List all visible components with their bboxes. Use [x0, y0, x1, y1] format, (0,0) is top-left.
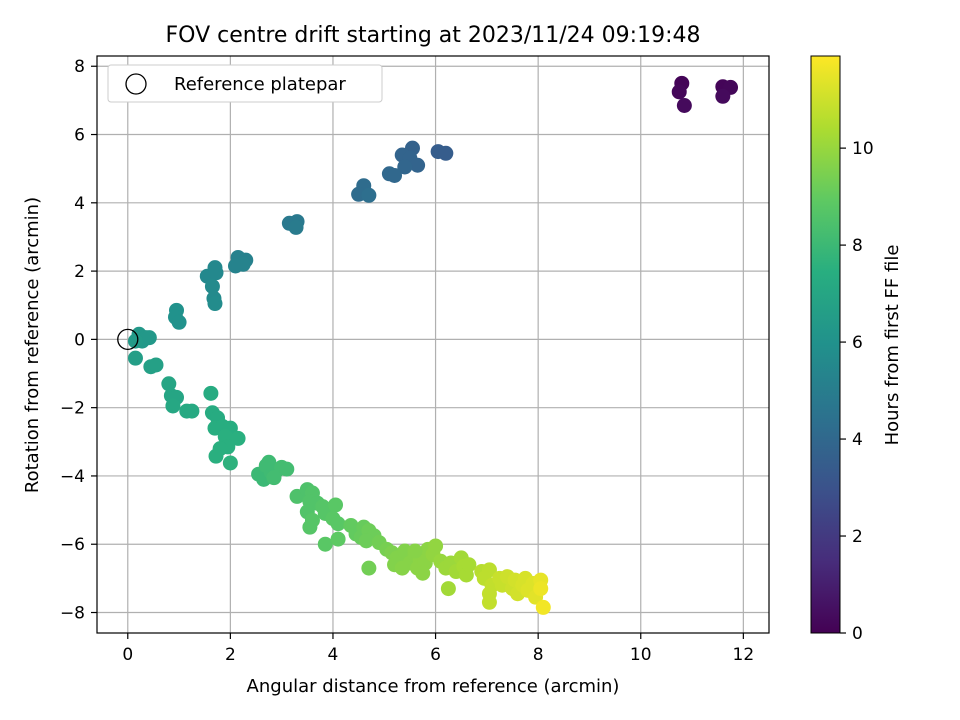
scatter-point	[222, 455, 238, 471]
x-tick-label: 6	[430, 645, 441, 665]
scatter-point	[328, 497, 344, 513]
scatter-point	[440, 581, 456, 597]
scatter-point	[715, 88, 731, 104]
scatter-point	[203, 385, 219, 401]
y-tick-label: 6	[74, 126, 85, 146]
x-tick-label: 10	[630, 645, 652, 665]
scatter-point	[676, 98, 692, 114]
scatter-point	[394, 560, 410, 576]
colorbar-tick-label: 6	[852, 333, 863, 353]
legend: Reference platepar	[107, 64, 383, 103]
scatter-point	[330, 516, 346, 532]
scatter-point	[361, 187, 377, 203]
colorbar-tick-label: 2	[852, 527, 863, 547]
x-tick-label: 4	[328, 645, 339, 665]
x-axis-ticks: 0 2 4 6 8 10 12	[122, 633, 754, 665]
scatter-point	[438, 145, 454, 161]
scatter-point	[266, 470, 282, 486]
scatter-point	[228, 258, 244, 274]
y-tick-label: −6	[60, 535, 85, 555]
scatter-point	[387, 167, 403, 183]
plot-frame	[96, 55, 770, 634]
colorbar-tick-label: 10	[852, 139, 874, 159]
scatter-point	[208, 448, 224, 464]
colorbar-label: Hours from first FF file	[882, 245, 903, 446]
scatter-point	[428, 538, 444, 554]
scatter-point	[204, 278, 220, 294]
colorbar-tick-label: 8	[852, 236, 863, 256]
scatter-point	[161, 376, 177, 392]
data-points	[127, 75, 739, 615]
scatter-point	[533, 581, 549, 597]
scatter-point	[230, 430, 246, 446]
scatter-point	[279, 461, 295, 477]
scatter-point	[461, 557, 477, 573]
scatter-point	[288, 219, 304, 235]
legend-box	[107, 64, 383, 103]
y-tick-label: −2	[60, 399, 85, 419]
scatter-point	[127, 350, 143, 366]
scatter-point	[481, 594, 497, 610]
scatter-point	[361, 560, 377, 576]
y-axis-label: Rotation from reference (arcmin)	[22, 197, 43, 493]
scatter-point	[207, 296, 223, 312]
y-tick-label: −4	[60, 467, 85, 487]
colorbar-tick-label: 4	[852, 430, 863, 450]
scatter-point	[302, 519, 318, 535]
x-tick-label: 8	[533, 645, 544, 665]
scatter-point	[127, 333, 143, 349]
x-tick-label: 0	[122, 645, 133, 665]
scatter-point	[330, 531, 346, 547]
y-tick-label: −8	[60, 604, 85, 624]
scatter-point	[208, 265, 224, 281]
y-axis-ticks: −8 −6 −4 −2 0 2 4 6 8	[60, 57, 97, 624]
scatter-point	[358, 533, 374, 549]
scatter-point	[148, 357, 164, 373]
scatter-point	[407, 543, 423, 559]
scatter-point	[141, 330, 157, 346]
y-tick-label: 4	[74, 194, 85, 214]
scatter-point	[261, 454, 277, 470]
scatter-point	[171, 314, 187, 330]
legend-marker-ring	[125, 73, 147, 95]
colorbar-ticks: 0 2 4 6 8 10	[840, 139, 874, 644]
scatter-point	[410, 157, 426, 173]
scatter-point	[184, 403, 200, 419]
colorbar-tick-label: 0	[852, 624, 863, 644]
colorbar: 0 2 4 6 8 10 Hours from first FF file	[810, 55, 903, 644]
x-tick-label: 12	[733, 645, 755, 665]
scatter-point	[671, 84, 687, 100]
colorbar-gradient	[810, 55, 841, 634]
x-axis-label: Angular distance from reference (arcmin)	[247, 676, 620, 697]
y-tick-label: 0	[74, 330, 85, 350]
legend-label: Reference platepar	[174, 74, 346, 95]
scatter-point	[415, 565, 431, 581]
y-tick-label: 8	[74, 57, 85, 77]
y-tick-label: 2	[74, 262, 85, 282]
reference-platepar-marker	[117, 328, 139, 351]
scatter-point	[165, 398, 181, 414]
scatter-point	[397, 159, 413, 175]
x-tick-label: 2	[225, 645, 236, 665]
scatter-point	[317, 536, 333, 552]
chart-title: FOV centre drift starting at 2023/11/24 …	[166, 23, 701, 48]
scatter-point	[535, 599, 551, 615]
